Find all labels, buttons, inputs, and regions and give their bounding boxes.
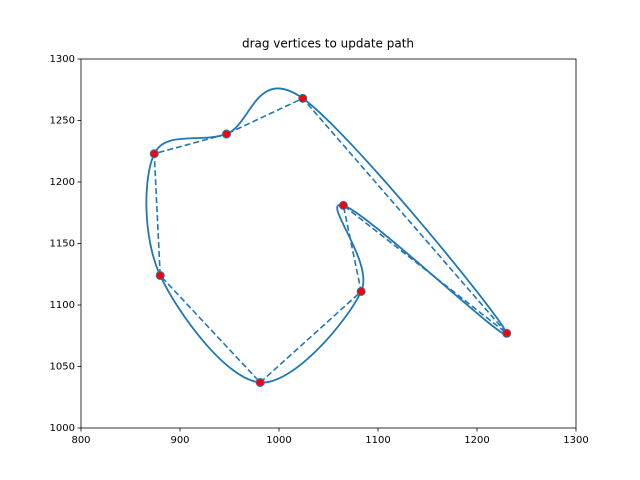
x-tick-label: 800 xyxy=(71,435,90,446)
y-tick-label: 1250 xyxy=(50,116,75,127)
vertex xyxy=(356,286,366,296)
vertex xyxy=(338,200,348,210)
y-tick-label: 1200 xyxy=(50,177,75,188)
vertex xyxy=(222,129,232,139)
x-tick-label: 1000 xyxy=(266,435,291,446)
x-tick-label: 1300 xyxy=(563,435,588,446)
x-tick-label: 1100 xyxy=(365,435,390,446)
curve xyxy=(145,87,508,384)
vertex xyxy=(298,93,308,103)
vertex xyxy=(255,377,265,387)
y-tick-label: 1100 xyxy=(50,300,75,311)
x-tick-label: 900 xyxy=(170,435,189,446)
y-tick-label: 1150 xyxy=(50,239,75,250)
y-tick-label: 1300 xyxy=(50,54,75,65)
y-tick-label: 1050 xyxy=(50,362,75,373)
chart-title: drag vertices to update path xyxy=(242,37,414,51)
vertex xyxy=(502,328,512,338)
x-tick-label: 1200 xyxy=(464,435,489,446)
vertex xyxy=(155,270,165,280)
y-tick-label: 1000 xyxy=(50,423,75,434)
vertex xyxy=(149,149,159,159)
